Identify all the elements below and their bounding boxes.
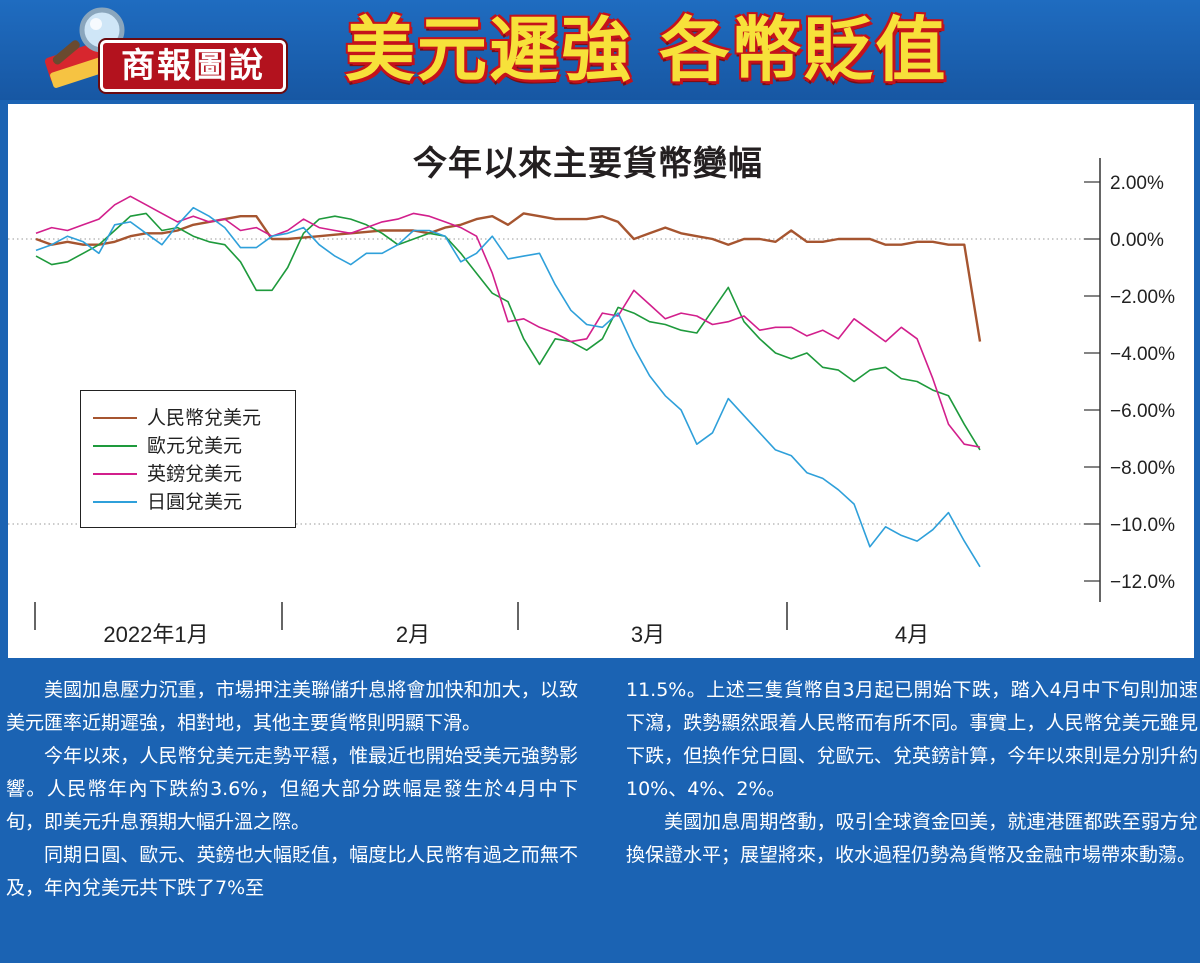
legend-label: 歐元兌美元 bbox=[147, 435, 243, 457]
line-chart: 2.00% 0.00% −2.00% −4.00% −6.00% −8.00% −10.0%… bbox=[8, 158, 1175, 647]
legend-swatch bbox=[93, 417, 137, 419]
article-column-right: 11.5%。上述三隻貨幣自3月起已開始下跌，踏入4月中下旬則加速下瀉，跌勢顯然跟… bbox=[626, 674, 1198, 872]
x-tick-label: 2月 bbox=[396, 622, 430, 647]
legend-swatch bbox=[93, 501, 137, 503]
series-line-2 bbox=[35, 212, 981, 451]
chart-legend: 人民幣兌美元 歐元兌美元英鎊兌美元日圓兌美元 bbox=[80, 390, 296, 528]
brand-label: 商報圖說 bbox=[100, 40, 286, 92]
x-tick-label: 4月 bbox=[895, 622, 929, 647]
x-tick-label: 3月 bbox=[631, 622, 665, 647]
y-tick-label: 2.00% bbox=[1110, 173, 1164, 194]
y-tick-label: −10.0% bbox=[1110, 515, 1175, 536]
article-body: 美國加息壓力沉重，市場押注美聯儲升息將會加快和加大，以致美元匯率近期遲強，相對地… bbox=[0, 668, 1200, 963]
legend-swatch bbox=[93, 445, 137, 447]
y-tick-label: −6.00% bbox=[1110, 401, 1175, 422]
y-tick-label: −4.00% bbox=[1110, 344, 1175, 365]
article-paragraph: 同期日圓、歐元、英鎊也大幅貶值，幅度比人民幣有過之而無不及，年內兌美元共下跌了7… bbox=[6, 844, 578, 899]
legend-item: 歐元兌美元 bbox=[89, 433, 289, 459]
legend-label: 人民幣兌美元 bbox=[147, 407, 262, 429]
series-line-3 bbox=[35, 195, 981, 448]
article-column-left: 美國加息壓力沉重，市場押注美聯儲升息將會加快和加大，以致美元匯率近期遲強，相對地… bbox=[6, 674, 578, 905]
series-line-1 bbox=[35, 212, 982, 342]
y-tick-label: 0.00% bbox=[1110, 230, 1164, 251]
x-tick-label: 2022年1月 bbox=[103, 622, 208, 647]
headline: 美元遲強 各幣貶值 bbox=[345, 9, 948, 91]
y-tick-label: −8.00% bbox=[1110, 458, 1175, 479]
legend-swatch bbox=[93, 473, 137, 475]
chart-panel: 2.00% 0.00% −2.00% −4.00% −6.00% −8.00% −10.0%… bbox=[8, 104, 1194, 658]
legend-item: 人民幣兌美元 bbox=[89, 405, 289, 431]
legend-label: 日圓兌美元 bbox=[147, 491, 243, 513]
legend-item: 日圓兌美元 bbox=[89, 489, 289, 515]
y-tick-label: −12.0% bbox=[1110, 572, 1175, 593]
legend-item: 英鎊兌美元 bbox=[89, 461, 289, 487]
y-tick-label: −2.00% bbox=[1110, 287, 1175, 308]
article-paragraph: 11.5%。上述三隻貨幣自3月起已開始下跌，踏入4月中下旬則加速下瀉，跌勢顯然跟… bbox=[626, 679, 1198, 800]
article-paragraph: 今年以來，人民幣兌美元走勢平穩，惟最近也開始受美元強勢影響。人民幣年內下跌約3.… bbox=[6, 745, 578, 833]
chart-title: 今年以來主要貨幣變幅 bbox=[413, 144, 763, 184]
article-paragraph: 美國加息壓力沉重，市場押注美聯儲升息將會加快和加大，以致美元匯率近期遲強，相對地… bbox=[6, 679, 578, 734]
series-line-4 bbox=[35, 206, 981, 568]
header-banner: 商報圖說 美元遲強 各幣貶值 bbox=[0, 0, 1200, 100]
legend-label: 英鎊兌美元 bbox=[147, 463, 243, 485]
article-paragraph: 美國加息周期啓動，吸引全球資金回美，就連港匯都跌至弱方兌換保證水平；展望將來，收… bbox=[626, 811, 1198, 866]
